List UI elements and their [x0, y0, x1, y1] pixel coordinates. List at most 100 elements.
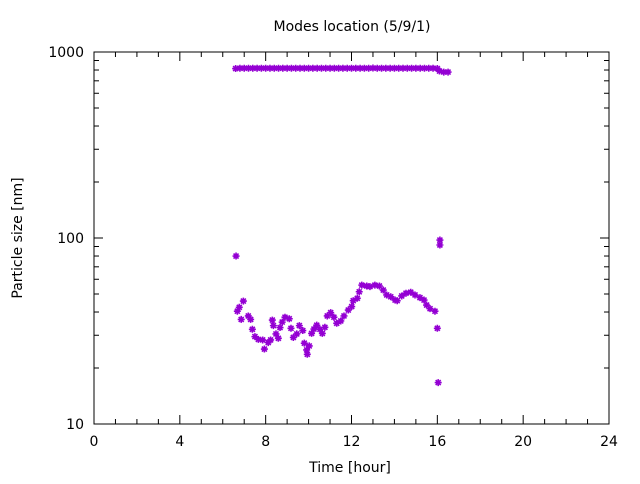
mode-lower-point — [420, 296, 428, 304]
mode-upper-point — [408, 64, 416, 72]
mode-lower-point — [308, 329, 316, 337]
mode-lower-point — [272, 330, 280, 338]
mode-lower-point — [313, 321, 321, 329]
mode-upper-point — [240, 64, 248, 72]
x-tick-label: 16 — [428, 434, 446, 450]
mode-upper-point — [386, 64, 394, 72]
mode-upper-point — [369, 64, 377, 72]
mode-lower-point — [348, 303, 356, 311]
mode-upper-point — [313, 64, 321, 72]
mode-upper-point — [440, 68, 448, 76]
mode-lower-point — [375, 282, 383, 290]
mode-upper-point — [395, 64, 403, 72]
mode-lower-point — [355, 288, 363, 296]
mode-upper-point — [343, 64, 351, 72]
mode-upper-point — [249, 64, 257, 72]
mode-upper-point — [382, 64, 390, 72]
mode-lower-point — [239, 297, 247, 305]
x-tick-label: 12 — [343, 434, 361, 450]
mode-upper-point — [287, 64, 295, 72]
y-axis-label: Particle size [nm] — [10, 177, 26, 298]
mode-upper-point — [373, 64, 381, 72]
axis-ticks: 0 4 8 12 16 20 24 10 100 1000 — [48, 45, 618, 450]
mode-lower-point — [330, 313, 338, 321]
mode-lower-point — [433, 324, 441, 332]
mode-lower-point — [431, 307, 439, 315]
mode-upper-point — [236, 64, 244, 72]
mode-upper-point — [352, 64, 360, 72]
mode-upper-point — [257, 64, 265, 72]
mode-lower-point — [259, 336, 267, 344]
mode-lower-point — [276, 324, 284, 332]
mode-upper-point — [339, 64, 347, 72]
mode-lower-point — [268, 316, 276, 324]
mode-lower-point — [269, 322, 277, 330]
mode-lower-point — [267, 336, 275, 344]
mode-upper-point — [326, 64, 334, 72]
mode-lower-point — [260, 345, 268, 353]
mode-upper-point — [429, 64, 437, 72]
mode-upper-point — [300, 64, 308, 72]
mode-lower-point — [316, 325, 324, 333]
mode-lower-point — [305, 342, 313, 350]
mode-upper-point — [444, 68, 452, 76]
mode-lower-point — [237, 315, 245, 323]
mode-lower-point — [285, 315, 293, 323]
x-tick-label: 24 — [600, 434, 618, 450]
mode-upper-point — [416, 64, 424, 72]
mode-lower-point — [434, 379, 442, 387]
mode-upper-point — [360, 64, 368, 72]
mode-upper-point — [283, 64, 291, 72]
mode-lower-point — [387, 293, 395, 301]
mode-upper-point — [305, 64, 313, 72]
mode-upper-point — [232, 65, 240, 73]
x-tick-label: 20 — [514, 434, 532, 450]
mode-upper-point — [296, 64, 304, 72]
mode-lower-point — [426, 305, 434, 313]
mode-upper-point — [365, 64, 373, 72]
y-tick-label: 100 — [57, 231, 84, 247]
mode-upper-point — [425, 64, 433, 72]
mode-upper-point — [348, 64, 355, 72]
mode-upper-point — [390, 64, 398, 72]
mode-upper-point — [253, 64, 261, 72]
mode-lower-point — [293, 330, 301, 338]
mode-lower-point — [287, 324, 295, 332]
mode-lower-point — [349, 297, 357, 305]
y-tick-label: 10 — [66, 417, 84, 433]
mode-lower-point — [436, 236, 444, 244]
mode-upper-point — [399, 64, 407, 72]
mode-upper-point — [356, 64, 364, 72]
mode-upper-point — [317, 64, 325, 72]
mode-upper-point — [279, 64, 287, 72]
y-tick-label: 1000 — [48, 45, 84, 61]
mode-lower-point — [358, 281, 366, 289]
mode-upper-point — [330, 64, 338, 72]
mode-upper-point — [403, 64, 411, 72]
mode-lower-point — [327, 309, 335, 317]
mode-lower-point — [278, 318, 286, 326]
mode-lower-point — [398, 292, 406, 300]
mode-lower-point — [318, 329, 326, 337]
mode-lower-point — [274, 334, 282, 342]
mode-lower-point — [232, 252, 240, 260]
mode-lower-point — [366, 283, 374, 291]
mode-lower-point — [340, 312, 348, 320]
mode-lower-point — [295, 322, 303, 330]
mode-lower-point — [247, 315, 255, 323]
mode-lower-point — [402, 289, 410, 297]
mode-lower-point — [248, 325, 256, 333]
mode-lower-point — [436, 241, 444, 249]
mode-lower-point — [235, 303, 243, 311]
mode-upper-point — [270, 64, 278, 72]
mode-lower-point — [337, 317, 345, 325]
mode-upper-point — [262, 64, 270, 72]
mode-lower-point — [379, 286, 387, 294]
mode-lower-point — [353, 294, 361, 302]
mode-upper-point — [266, 64, 274, 72]
chart-title: Modes location (5/9/1) — [274, 19, 431, 35]
x-tick-label: 8 — [261, 434, 270, 450]
x-tick-label: 0 — [90, 434, 99, 450]
mode-lower-point — [303, 350, 311, 358]
